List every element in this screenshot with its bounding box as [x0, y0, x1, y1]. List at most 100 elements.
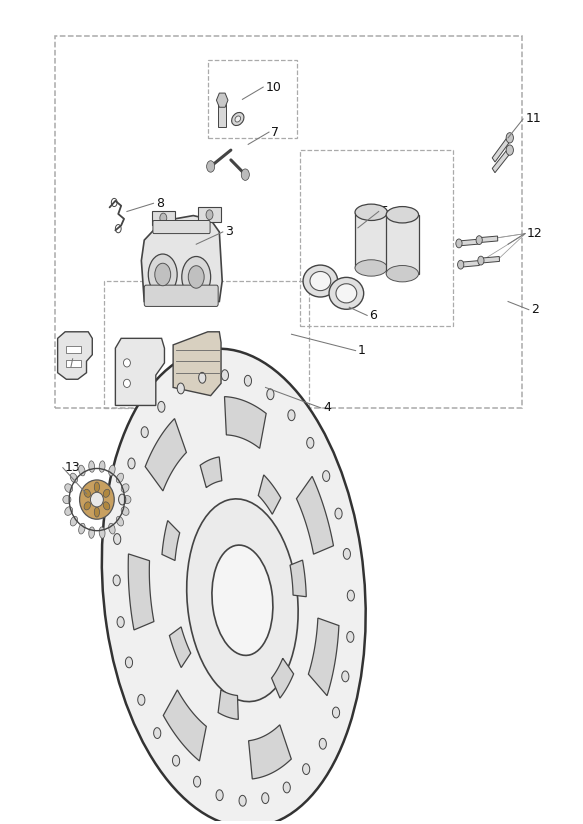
Text: 10: 10: [265, 81, 282, 94]
Ellipse shape: [173, 756, 180, 766]
Polygon shape: [163, 690, 206, 761]
Bar: [355, 213, 387, 268]
Text: 3: 3: [225, 226, 233, 238]
Polygon shape: [297, 476, 333, 555]
Ellipse shape: [283, 782, 290, 793]
Ellipse shape: [235, 116, 241, 122]
Ellipse shape: [386, 265, 419, 282]
Bar: [55, 35, 522, 408]
Ellipse shape: [310, 271, 331, 291]
Ellipse shape: [307, 438, 314, 448]
Polygon shape: [481, 256, 500, 263]
Text: 6: 6: [370, 309, 377, 322]
Polygon shape: [308, 618, 339, 695]
Text: 5: 5: [381, 205, 389, 218]
Ellipse shape: [244, 375, 251, 386]
Ellipse shape: [84, 502, 90, 510]
Ellipse shape: [108, 465, 115, 476]
Ellipse shape: [90, 492, 103, 507]
Ellipse shape: [231, 112, 244, 125]
Ellipse shape: [71, 473, 78, 483]
Ellipse shape: [99, 461, 105, 472]
Ellipse shape: [108, 523, 115, 534]
Ellipse shape: [103, 502, 110, 510]
Polygon shape: [115, 339, 164, 405]
Polygon shape: [173, 332, 221, 396]
Bar: [386, 215, 419, 274]
Circle shape: [478, 256, 484, 265]
Ellipse shape: [141, 427, 148, 438]
Ellipse shape: [79, 480, 114, 519]
Ellipse shape: [79, 465, 85, 476]
Ellipse shape: [71, 517, 78, 526]
Ellipse shape: [125, 657, 132, 667]
Polygon shape: [492, 136, 511, 162]
Bar: [152, 211, 175, 226]
Ellipse shape: [335, 508, 342, 519]
Polygon shape: [272, 658, 294, 698]
Circle shape: [458, 260, 464, 269]
Ellipse shape: [99, 527, 105, 538]
Ellipse shape: [116, 473, 124, 483]
Ellipse shape: [63, 495, 71, 503]
Bar: [66, 346, 81, 353]
FancyBboxPatch shape: [144, 285, 218, 307]
Bar: [219, 105, 226, 127]
Ellipse shape: [343, 549, 350, 559]
Ellipse shape: [121, 507, 129, 515]
Ellipse shape: [114, 534, 121, 545]
Ellipse shape: [113, 575, 120, 586]
Ellipse shape: [347, 590, 354, 601]
Circle shape: [182, 256, 210, 297]
Ellipse shape: [65, 484, 73, 493]
Polygon shape: [218, 690, 238, 719]
Ellipse shape: [154, 728, 161, 738]
Ellipse shape: [116, 517, 124, 526]
Polygon shape: [141, 216, 222, 302]
Polygon shape: [258, 475, 281, 514]
Ellipse shape: [303, 764, 310, 775]
Polygon shape: [479, 236, 498, 242]
Ellipse shape: [355, 204, 387, 221]
Circle shape: [155, 263, 171, 286]
Text: 7: 7: [271, 125, 279, 138]
Polygon shape: [170, 627, 191, 667]
Ellipse shape: [329, 278, 364, 309]
Circle shape: [148, 254, 177, 295]
Bar: [300, 150, 453, 326]
Ellipse shape: [303, 265, 338, 297]
Ellipse shape: [89, 461, 94, 472]
Ellipse shape: [319, 738, 326, 749]
Ellipse shape: [94, 482, 100, 492]
Ellipse shape: [124, 379, 131, 387]
FancyBboxPatch shape: [153, 221, 210, 233]
Ellipse shape: [123, 495, 131, 503]
Ellipse shape: [103, 489, 110, 498]
Circle shape: [506, 133, 514, 143]
Ellipse shape: [336, 283, 357, 303]
Ellipse shape: [84, 489, 90, 498]
Ellipse shape: [342, 671, 349, 681]
Ellipse shape: [288, 410, 295, 421]
Polygon shape: [145, 419, 187, 491]
Ellipse shape: [158, 401, 165, 412]
Ellipse shape: [355, 260, 387, 276]
Ellipse shape: [239, 795, 246, 806]
Ellipse shape: [79, 523, 85, 534]
Ellipse shape: [65, 507, 73, 515]
Ellipse shape: [267, 389, 274, 400]
Ellipse shape: [177, 383, 184, 394]
Ellipse shape: [89, 527, 94, 538]
Polygon shape: [459, 239, 477, 246]
Polygon shape: [224, 396, 266, 448]
Ellipse shape: [124, 358, 131, 367]
Ellipse shape: [322, 471, 330, 481]
Ellipse shape: [94, 508, 100, 517]
Bar: [198, 208, 221, 222]
Circle shape: [188, 265, 204, 288]
Bar: [66, 359, 81, 367]
Ellipse shape: [128, 458, 135, 469]
Ellipse shape: [187, 499, 298, 701]
Ellipse shape: [199, 372, 206, 383]
Polygon shape: [248, 725, 292, 779]
